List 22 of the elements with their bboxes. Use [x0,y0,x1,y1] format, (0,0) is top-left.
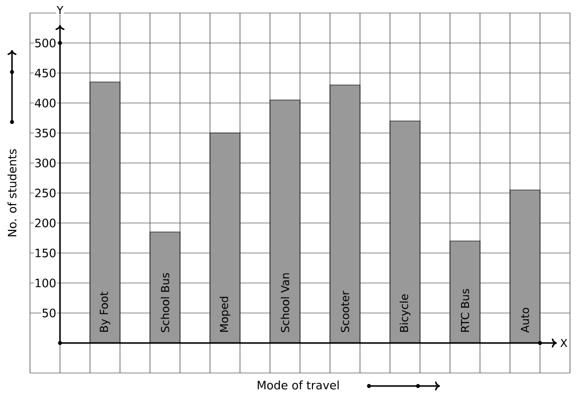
y-axis-title: No. of students [8,149,16,236]
x-tick-label: School Van [280,273,290,332]
y-tick-label: 350 [35,128,56,138]
y-tick-label: 50 [42,308,56,318]
x-tick-label: Moped [220,296,230,332]
x-tick-label: Bicycle [400,294,410,332]
y-tick-label: 200 [35,218,56,228]
x-tick-label: RTC Bus [460,289,470,332]
x-tick-label: Scooter [340,290,350,332]
x-axis-title: Mode of travel [258,380,339,390]
y-tick-label: 300 [35,158,56,168]
y-tick-label: 400 [34,98,56,108]
annotation: Y [56,6,64,14]
x-tick-label: By Foot [100,292,110,332]
y-tick-label: 450 [34,68,56,78]
y-tick-label: 500 [35,38,56,48]
y-tick-label: 100 [36,278,56,288]
y-tick-label: 250 [35,188,56,198]
y-tick-label: 150 [36,248,56,258]
x-tick-label: Auto [520,308,530,333]
x-tick-label: School Bus [160,273,170,332]
annotation: X [560,338,568,348]
